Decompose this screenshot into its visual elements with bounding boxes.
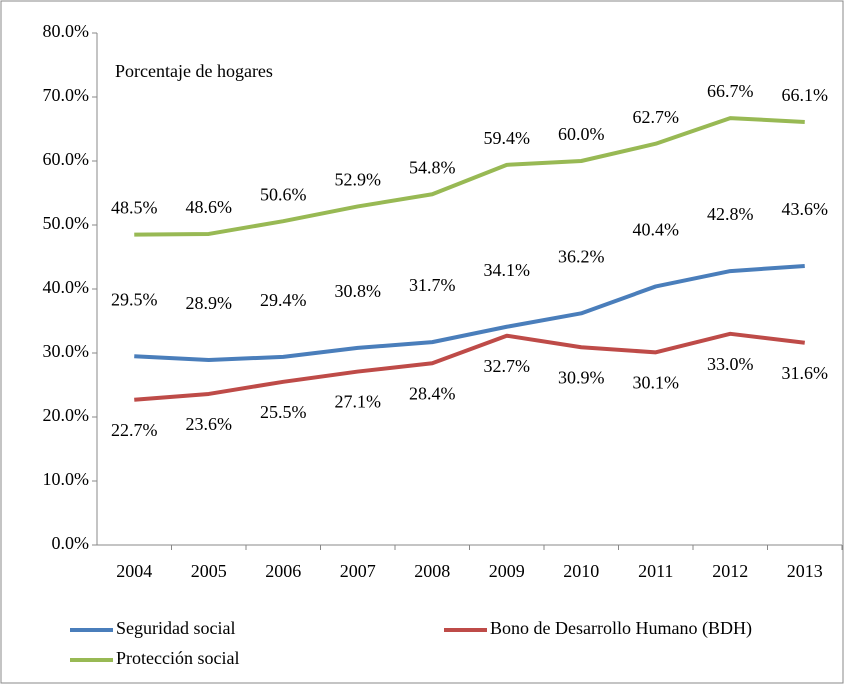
x-tick-label: 2007 [340, 561, 376, 581]
series-line [134, 116, 805, 237]
data-label: 22.7% [111, 420, 158, 440]
x-tick-label: 2010 [563, 561, 599, 581]
data-label: 66.1% [782, 85, 829, 105]
data-label: 29.4% [260, 290, 307, 310]
data-label: 30.8% [335, 281, 382, 301]
data-label: 27.1% [335, 392, 382, 412]
x-tick-label: 2011 [638, 561, 673, 581]
data-label: 66.7% [707, 81, 754, 101]
data-label: 33.0% [707, 354, 754, 374]
data-label: 34.1% [484, 260, 531, 280]
x-tick-label: 2009 [489, 561, 525, 581]
data-label: 42.8% [707, 204, 754, 224]
data-label: 30.9% [558, 367, 605, 387]
legend-label: Seguridad social [116, 618, 235, 638]
x-tick-label: 2012 [712, 561, 748, 581]
data-label: 25.5% [260, 402, 307, 422]
y-tick-label: 10.0% [43, 469, 90, 489]
legend-label: Protección social [116, 648, 239, 668]
data-label: 48.6% [186, 197, 233, 217]
annotation: Porcentaje de hogares [115, 61, 273, 81]
data-label: 40.4% [633, 220, 680, 240]
data-label: 50.6% [260, 184, 307, 204]
data-label: 36.2% [558, 246, 605, 266]
x-tick-label: 2013 [787, 561, 823, 581]
data-label: 62.7% [633, 107, 680, 127]
data-label: 43.6% [782, 199, 829, 219]
data-label: 23.6% [186, 414, 233, 434]
y-tick-label: 30.0% [43, 341, 90, 361]
data-label: 60.0% [558, 124, 605, 144]
y-tick-label: 40.0% [43, 277, 90, 297]
series-line [134, 263, 805, 363]
data-label: 32.7% [484, 356, 531, 376]
y-tick-label: 0.0% [52, 533, 90, 553]
y-tick-label: 60.0% [43, 149, 90, 169]
y-tick-label: 20.0% [43, 405, 90, 425]
data-label: 31.6% [782, 363, 829, 383]
x-tick-label: 2006 [265, 561, 301, 581]
data-label: 48.5% [111, 198, 158, 218]
data-label: 52.9% [335, 170, 382, 190]
y-tick-label: 80.0% [43, 21, 90, 41]
y-tick-label: 50.0% [43, 213, 90, 233]
data-label: 29.5% [111, 289, 158, 309]
data-label: 31.7% [409, 275, 456, 295]
legend-label: Bono de Desarrollo Humano (BDH) [490, 618, 752, 639]
y-tick-label: 70.0% [43, 85, 90, 105]
x-tick-label: 2004 [116, 561, 152, 581]
x-tick-label: 2005 [191, 561, 227, 581]
data-label: 28.9% [186, 293, 233, 313]
x-tick-label: 2008 [414, 561, 450, 581]
series-line [134, 331, 805, 402]
data-label: 59.4% [484, 128, 531, 148]
data-label: 30.1% [633, 372, 680, 392]
data-label: 28.4% [409, 383, 456, 403]
data-label: 54.8% [409, 157, 456, 177]
